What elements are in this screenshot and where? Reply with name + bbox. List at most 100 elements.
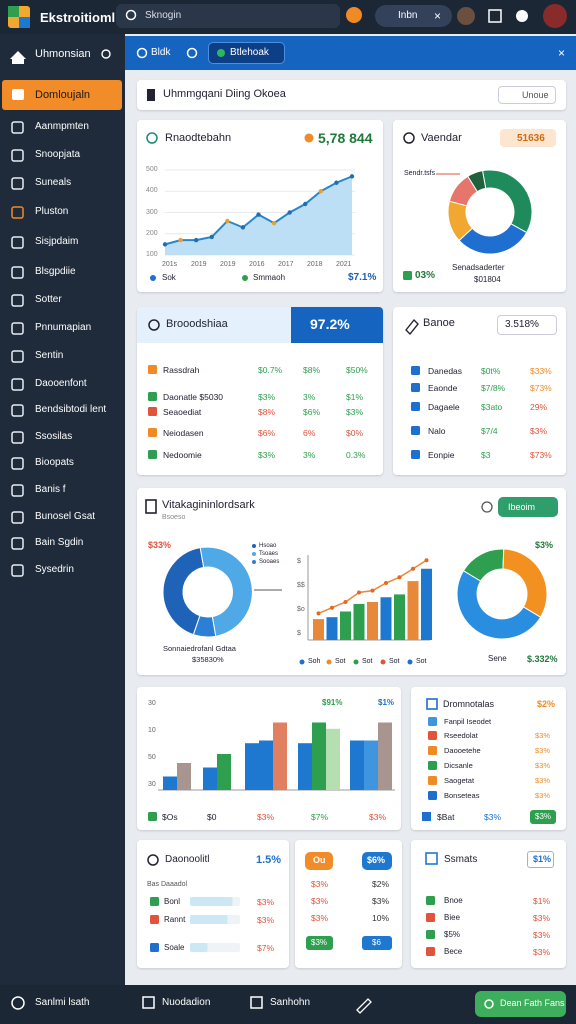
donut-slice (199, 546, 253, 637)
badge (497, 315, 557, 335)
point (178, 237, 183, 243)
title-card (137, 80, 566, 110)
button[interactable] (498, 86, 556, 104)
cell-value: 10% (372, 913, 390, 923)
bar (203, 767, 217, 790)
search-box[interactable] (116, 4, 340, 28)
icon (11, 431, 24, 444)
badge (306, 936, 333, 950)
icon (11, 511, 24, 524)
avatar (543, 4, 567, 28)
cell-value: $73% (530, 450, 552, 460)
sidebar-item[interactable]: Bain Sgdin (35, 537, 84, 548)
card-title: Vaendar (421, 132, 462, 144)
button-label[interactable]: Unoue (522, 90, 549, 100)
icon (150, 897, 159, 906)
sidebar-item[interactable]: Snoopjata (35, 149, 81, 160)
sidebar-item[interactable]: Sotter (35, 294, 62, 305)
row-label: Bonseteas (444, 791, 480, 800)
sidebar-item[interactable]: Ssosilas (35, 431, 73, 442)
analytics-card (137, 488, 566, 675)
legend-dot (242, 275, 248, 281)
footer-value: $7% (311, 812, 329, 822)
search-placeholder[interactable]: Sknogin (145, 10, 182, 21)
footer-button[interactable] (475, 991, 566, 1017)
sidebar-item[interactable]: Bendsibtodi lent (35, 404, 107, 415)
donut-slice (162, 547, 205, 636)
pill-label[interactable]: Inbn (398, 10, 418, 21)
bar (273, 722, 287, 790)
legend-dot (150, 275, 156, 281)
cell-value: $3% (257, 915, 275, 925)
footer-value: $0 (207, 812, 217, 822)
sidebar-item[interactable]: Bioopats (35, 457, 74, 468)
sidebar-item[interactable]: Sentin (35, 350, 64, 361)
tab[interactable]: Btlehoak (230, 47, 269, 58)
bar (163, 776, 177, 790)
dot (304, 133, 314, 143)
cell-value: $3% (535, 746, 551, 755)
point (330, 605, 334, 610)
y-tick-label: $o (297, 606, 305, 613)
icon (403, 132, 415, 144)
card-subtitle: Bsoeso (162, 514, 186, 521)
bar (312, 722, 326, 790)
row-label: Seaoediat (163, 407, 202, 417)
data-label: $91% (322, 698, 343, 707)
row-label: Soale (164, 943, 185, 952)
sidebar-item[interactable]: Pnnumapian (35, 322, 92, 333)
caption: Sonnaiedrofanl Gdtaa (163, 644, 236, 653)
y-tick-label: 30 (148, 700, 156, 707)
cell-value: $3% (311, 879, 329, 889)
row-label: Dicsanle (444, 761, 473, 770)
cell-value: $6% (303, 407, 321, 417)
progress-bar (190, 915, 228, 924)
bar (245, 743, 259, 790)
button-label[interactable]: Dean Fath Fans (500, 998, 565, 1008)
bar (367, 602, 378, 640)
footer-link[interactable]: Sanhohn (270, 997, 311, 1008)
notification (346, 7, 362, 23)
footer-value: $3% (369, 812, 387, 822)
sidebar-item[interactable]: Suneals (35, 177, 72, 188)
sidebar-item[interactable]: Domloujaln (35, 89, 91, 101)
inbox-pill[interactable] (375, 5, 452, 27)
point (303, 201, 308, 207)
sidebar-item[interactable]: Blsgpdiie (35, 266, 76, 277)
legend-dot (407, 659, 413, 665)
cell-value: $3 (481, 450, 491, 460)
sidebar-item[interactable]: Pluston (35, 206, 69, 217)
legend-dot (353, 659, 359, 665)
badge-label: $3% (311, 938, 328, 947)
x-tick-label: 2019 (191, 261, 207, 268)
card-title: Dromnotalas (443, 699, 495, 709)
legend-dot (252, 544, 256, 548)
icon (422, 812, 431, 821)
close-icon: × (558, 46, 565, 60)
icon (146, 132, 158, 144)
button-label[interactable]: Ibeoim (508, 502, 536, 512)
sidebar-item[interactable]: Daooenfont (35, 378, 87, 389)
sidebar-item[interactable]: Aanmpmten (35, 121, 89, 132)
footer-link[interactable]: Sanlmi lsath (35, 997, 90, 1008)
bar (313, 619, 324, 640)
tab[interactable]: Bldk (151, 47, 171, 58)
footer-value: $Os (162, 812, 178, 822)
card-title: Rnaodtebahn (165, 132, 232, 144)
sidebar-item[interactable]: Bunosel Gsat (35, 511, 96, 522)
tab-active[interactable] (208, 42, 285, 64)
sidebar-item[interactable]: Sysedrin (35, 564, 74, 575)
point (287, 210, 292, 215)
point (411, 566, 415, 571)
cell-value: $0.7% (258, 365, 283, 375)
button[interactable] (498, 497, 558, 517)
sidebar-item[interactable]: Banis f (35, 484, 66, 495)
legend-dot (326, 659, 332, 665)
sidebar-item[interactable]: Sisjpdaim (35, 236, 79, 247)
bar (378, 722, 392, 790)
icon (426, 947, 435, 956)
caption: $35830% (192, 655, 224, 664)
footer-link[interactable]: Nuodadion (162, 997, 211, 1008)
row-label: Bnoe (444, 896, 463, 905)
row-label: Rseedolat (444, 731, 478, 740)
